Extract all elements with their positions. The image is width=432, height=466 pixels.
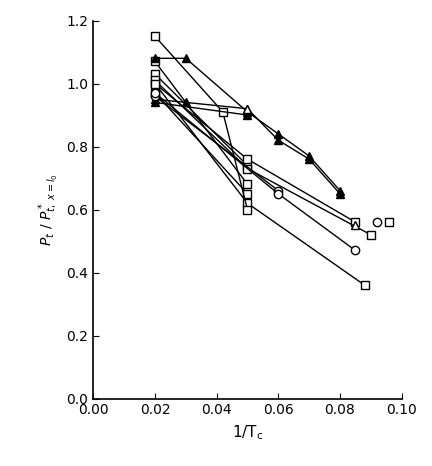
X-axis label: $\mathregular{1/T_c}$: $\mathregular{1/T_c}$	[232, 423, 263, 442]
Y-axis label: $P_t\ /\ P^*_{t,\ x=l_0}$: $P_t\ /\ P^*_{t,\ x=l_0}$	[37, 173, 61, 246]
